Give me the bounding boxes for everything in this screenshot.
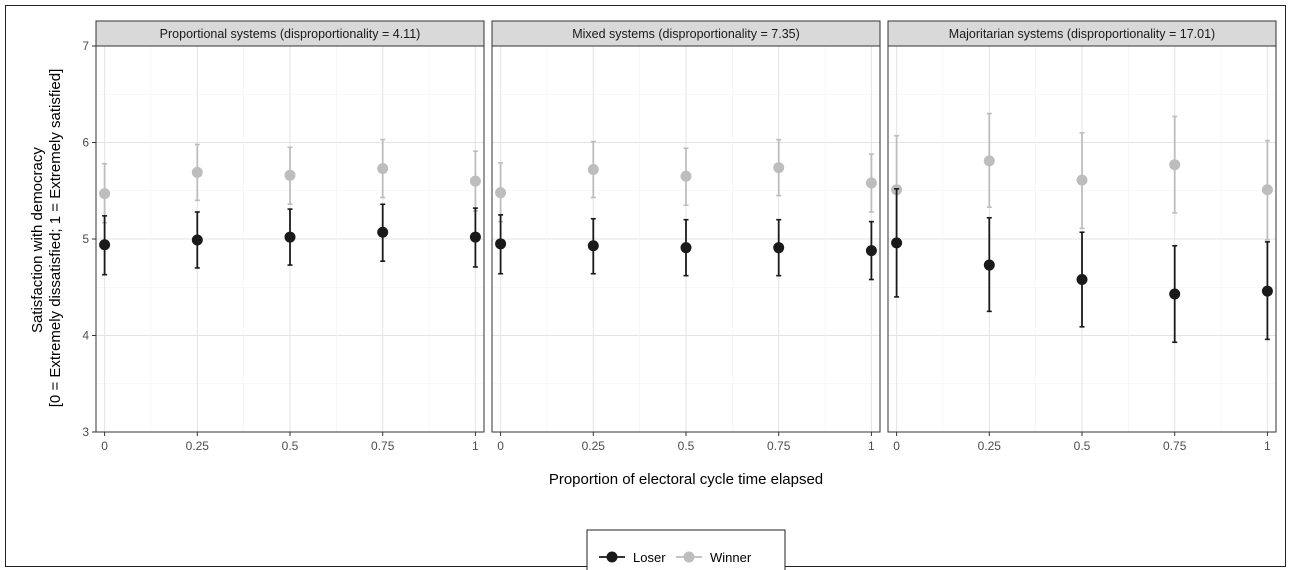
x-tick-label: 1 xyxy=(472,439,479,453)
data-point xyxy=(773,242,785,254)
facet-title: Majoritarian systems (disproportionality… xyxy=(949,27,1215,41)
series-loser xyxy=(99,203,481,276)
facet-title: Mixed systems (disproportionality = 7.35… xyxy=(572,27,800,41)
legend-box xyxy=(586,529,786,570)
data-point xyxy=(495,238,507,250)
x-tick-label: 0.5 xyxy=(678,439,695,453)
x-tick-label: 0.75 xyxy=(1163,439,1187,453)
x-tick-label: 0.25 xyxy=(186,439,210,453)
data-point xyxy=(587,164,599,176)
series-loser xyxy=(495,214,877,281)
x-tick-label: 0.25 xyxy=(582,439,606,453)
data-point xyxy=(191,166,203,178)
data-point xyxy=(1076,274,1088,286)
data-point xyxy=(191,234,203,246)
data-point xyxy=(284,231,296,243)
facet-panel: 0 0.25 0.5 0.75 1 Mixed systems (disproportio… xyxy=(491,20,881,453)
chart-panels: 0 0.25 0.5 0.75 1 Proportional systems (dispr… xyxy=(95,20,1277,453)
data-point xyxy=(983,259,995,271)
data-point xyxy=(469,231,481,243)
panel-border xyxy=(887,45,1277,433)
x-tick-label: 0.5 xyxy=(282,439,299,453)
x-tick-label: 0 xyxy=(893,439,900,453)
data-point xyxy=(983,155,995,167)
facet-strip xyxy=(491,20,881,47)
series-winner xyxy=(891,112,1273,244)
y-tick-label: 3 xyxy=(82,425,89,439)
y-axis-title: Satisfaction with democracy [0 = Extreme… xyxy=(29,69,64,407)
data-point xyxy=(495,187,507,199)
x-tick-label: 0.25 xyxy=(978,439,1002,453)
data-point xyxy=(865,177,877,189)
facet-strip xyxy=(95,20,485,47)
legend-label-loser: Loser xyxy=(633,550,666,565)
data-point xyxy=(469,175,481,187)
x-tick-label: 0.75 xyxy=(767,439,791,453)
x-tick-label: 1 xyxy=(1264,439,1271,453)
data-point xyxy=(99,239,111,251)
data-point xyxy=(99,188,111,200)
y-axis-title-line-2: [0 = Extremely dissatisfied; 1 = Extreme… xyxy=(47,69,64,407)
data-point xyxy=(587,240,599,252)
legend: Loser Winner xyxy=(586,529,786,570)
data-point xyxy=(1169,288,1181,300)
data-point xyxy=(284,169,296,181)
data-point xyxy=(773,162,785,174)
x-tick-label: 0 xyxy=(497,439,504,453)
facet-panel: 0 0.25 0.5 0.75 1 Proportional systems (dispr… xyxy=(95,20,485,453)
data-point xyxy=(865,245,877,257)
x-tick-label: 1 xyxy=(868,439,875,453)
series-loser xyxy=(891,188,1273,344)
legend-key-loser-point xyxy=(606,551,618,563)
y-axis: 3 4 5 6 7 xyxy=(82,39,96,439)
data-point xyxy=(1076,174,1088,186)
x-tick-label: 0.75 xyxy=(371,439,395,453)
data-point xyxy=(1261,184,1273,196)
data-point xyxy=(1169,159,1181,171)
facet-title: Proportional systems (disproportionality… xyxy=(160,27,421,41)
data-point xyxy=(680,170,692,182)
data-point xyxy=(377,226,389,238)
x-axis-title: Proportion of electoral cycle time elaps… xyxy=(549,471,823,488)
y-tick-label: 5 xyxy=(82,232,89,246)
y-tick-label: 7 xyxy=(82,39,89,53)
x-tick-label: 0.5 xyxy=(1074,439,1091,453)
facet-panel: 0 0.25 0.5 0.75 1 Majoritarian systems (dispr… xyxy=(887,20,1277,453)
legend-key-winner-point xyxy=(683,551,695,563)
panel-border xyxy=(491,45,881,433)
data-point xyxy=(891,237,903,249)
series-winner xyxy=(99,138,481,224)
data-point xyxy=(1261,285,1273,297)
y-axis-title-line-1: Satisfaction with democracy xyxy=(29,147,46,333)
facet-strip xyxy=(887,20,1277,47)
data-point xyxy=(680,242,692,254)
data-point xyxy=(377,163,389,175)
y-tick-label: 6 xyxy=(82,136,89,150)
series-winner xyxy=(495,138,877,223)
y-tick-label: 4 xyxy=(82,329,89,343)
x-tick-label: 0 xyxy=(101,439,108,453)
legend-label-winner: Winner xyxy=(710,550,752,565)
